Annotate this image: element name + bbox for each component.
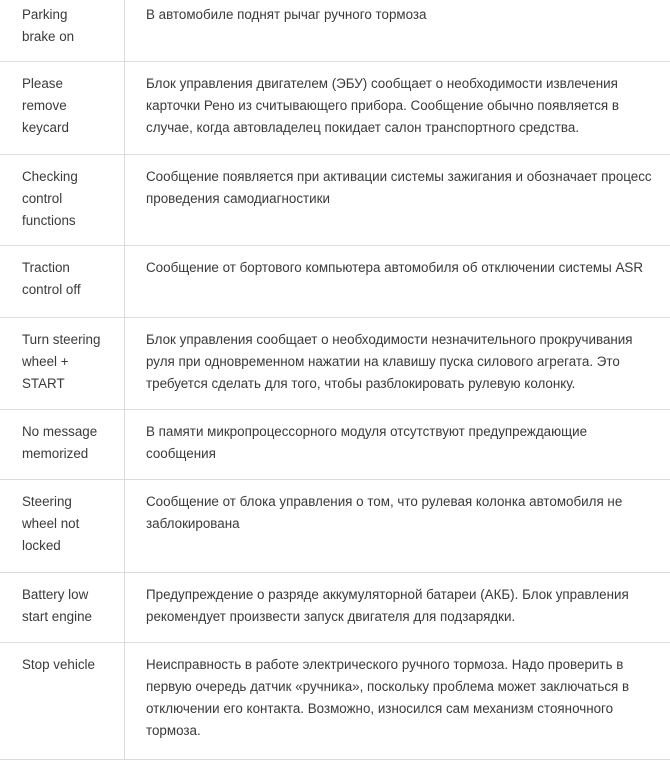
description-cell: В памяти микропроцессорного модуля отсут…: [146, 424, 588, 461]
label-line: Traction: [22, 260, 70, 275]
table-row: Turn steering wheel + START Блок управления…: [0, 318, 670, 410]
description-cell: Сообщение от бортового компьютера автомо…: [146, 260, 644, 275]
label-line: Please: [22, 76, 63, 91]
description-cell: Блок управления сообщает о необходимости…: [146, 332, 633, 391]
label-cell: Battery low start engine: [0, 573, 125, 642]
label-line: memorized: [22, 446, 89, 461]
label-line: control off: [22, 282, 81, 297]
label-cell: No message memorized: [0, 410, 125, 479]
description-cell: Сообщение появляется при активации систе…: [146, 169, 652, 206]
label-cell: Turn steering wheel + START: [0, 318, 125, 409]
label-line: wheel not: [22, 516, 80, 531]
description-cell: В автомобиле поднят рычаг ручного тормоз…: [146, 7, 427, 22]
label-cell: Please remove keycard: [0, 62, 125, 154]
label-line: functions: [22, 213, 76, 228]
table-row: Stop vehicle Неисправность в работе элект…: [0, 643, 670, 760]
table-row: Parking brake on В автомобиле поднят рычаг…: [0, 0, 670, 62]
label-line: keycard: [22, 120, 69, 135]
label-cell: Steering wheel not locked: [0, 480, 125, 572]
description-cell: Блок управления двигателем (ЭБУ) сообщае…: [146, 76, 619, 135]
table-row: Please remove keycard Блок управления двига…: [0, 62, 670, 155]
label-line: START: [22, 376, 65, 391]
description-cell: Предупреждение о разряде аккумуляторной …: [146, 587, 629, 624]
label-cell: Parking brake on: [0, 0, 125, 61]
label-line: Stop vehicle: [22, 657, 95, 672]
label-line: brake on: [22, 29, 75, 44]
label-line: Turn steering: [22, 332, 101, 347]
label-line: Parking: [22, 7, 68, 22]
label-line: control: [22, 191, 63, 206]
label-line: Battery low: [22, 587, 89, 602]
label-line: locked: [22, 538, 61, 553]
label-line: Checking: [22, 169, 78, 184]
table-row: No message memorized В памяти микропроцесс…: [0, 410, 670, 480]
label-cell: Traction control off: [0, 246, 125, 317]
table-row: Checking control functions Сообщение появля…: [0, 155, 670, 246]
table-row: Steering wheel not locked Сообщение от блок…: [0, 480, 670, 573]
label-cell: Stop vehicle: [0, 643, 125, 759]
label-line: No message: [22, 424, 98, 439]
label-line: Steering: [22, 494, 72, 509]
label-line: start engine: [22, 609, 92, 624]
table-row: Battery low start engine Предупреждение о …: [0, 573, 670, 643]
table-row: Traction control off Сообщение от бортовог…: [0, 246, 670, 318]
label-cell: Checking control functions: [0, 155, 125, 245]
label-line: remove: [22, 98, 67, 113]
label-line: wheel +: [22, 354, 69, 369]
description-cell: Неисправность в работе электрического ру…: [146, 657, 630, 738]
description-cell: Сообщение от блока управления о том, что…: [146, 494, 623, 531]
